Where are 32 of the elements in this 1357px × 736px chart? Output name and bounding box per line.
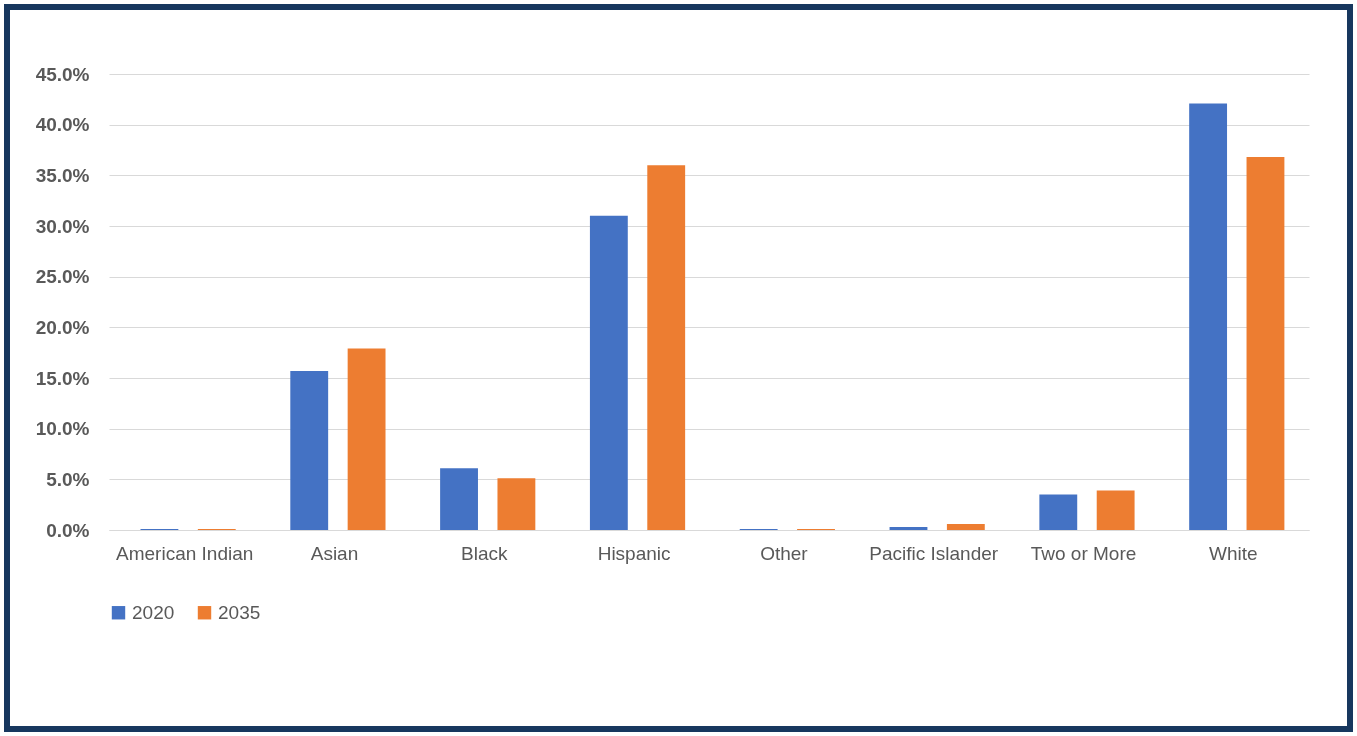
legend-label: 2020: [132, 601, 175, 623]
legend-label: 2035: [218, 601, 261, 623]
y-tick-label: 25.0%: [35, 266, 90, 288]
y-tick-label: 0.0%: [46, 519, 90, 541]
y-tick-label: 15.0%: [35, 367, 90, 389]
x-tick-label: Asian: [310, 542, 359, 564]
y-tick-label: 40.0%: [35, 114, 90, 136]
x-tick-label: Hispanic: [597, 542, 671, 564]
bar: [647, 165, 686, 530]
y-tick-label: 20.0%: [35, 316, 90, 338]
bar: [1039, 494, 1078, 530]
bar: [946, 523, 985, 530]
bar: [1096, 490, 1135, 530]
x-tick-label: White: [1209, 542, 1258, 564]
bar: [589, 215, 628, 530]
x-tick-label: Other: [760, 542, 809, 564]
y-tick-label: 35.0%: [35, 164, 90, 186]
y-tick-label: 30.0%: [35, 215, 90, 237]
bar: [347, 348, 386, 530]
bar: [290, 370, 329, 530]
bar: [889, 526, 928, 530]
bar: [1246, 157, 1285, 530]
x-tick-label: American Indian: [116, 542, 254, 564]
x-tick-label: Black: [461, 542, 509, 564]
y-tick-label: 10.0%: [35, 418, 90, 440]
y-tick-label: 45.0%: [35, 63, 90, 85]
x-tick-label: Two or More: [1030, 542, 1137, 564]
x-tick-label: Pacific Islander: [869, 542, 999, 564]
bar: [1189, 103, 1228, 530]
bar: [440, 468, 478, 530]
bar: [497, 478, 536, 530]
y-tick-label: 5.0%: [46, 468, 90, 490]
